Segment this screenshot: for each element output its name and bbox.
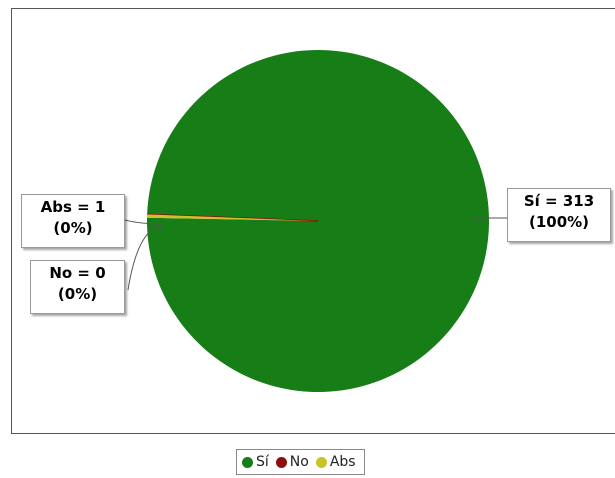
legend-label-abs: Abs bbox=[329, 454, 356, 470]
slice-label-si-percent: (100%) bbox=[528, 213, 590, 231]
legend-swatch-abs bbox=[315, 456, 327, 468]
legend-swatch-no bbox=[275, 456, 287, 468]
slice-label-si: Sí = 313 (100%) bbox=[507, 188, 611, 242]
slice-label-no: No = 0 (0%) bbox=[30, 260, 125, 314]
legend-label-no: No bbox=[289, 454, 309, 470]
legend-item-si: Sí bbox=[242, 454, 269, 470]
legend-label-si: Sí bbox=[256, 454, 269, 470]
slice-label-abs: Abs = 1 (0%) bbox=[21, 194, 125, 248]
legend: Sí No Abs bbox=[236, 449, 365, 475]
leader-line-no bbox=[127, 225, 163, 291]
slice-label-no-percent: (0%) bbox=[57, 285, 98, 303]
slice-label-abs-percent: (0%) bbox=[53, 219, 93, 237]
legend-item-abs: Abs bbox=[315, 454, 356, 470]
slice-label-no-value: No = 0 bbox=[49, 264, 106, 282]
legend-swatch-si bbox=[242, 456, 253, 468]
slice-label-si-value: Sí = 313 bbox=[523, 192, 595, 210]
legend-item-no: No bbox=[275, 454, 309, 470]
slice-abs bbox=[147, 214, 318, 221]
slice-label-abs-value: Abs = 1 bbox=[40, 198, 106, 216]
leader-line-abs bbox=[124, 219, 163, 225]
slice-si bbox=[147, 49, 490, 392]
